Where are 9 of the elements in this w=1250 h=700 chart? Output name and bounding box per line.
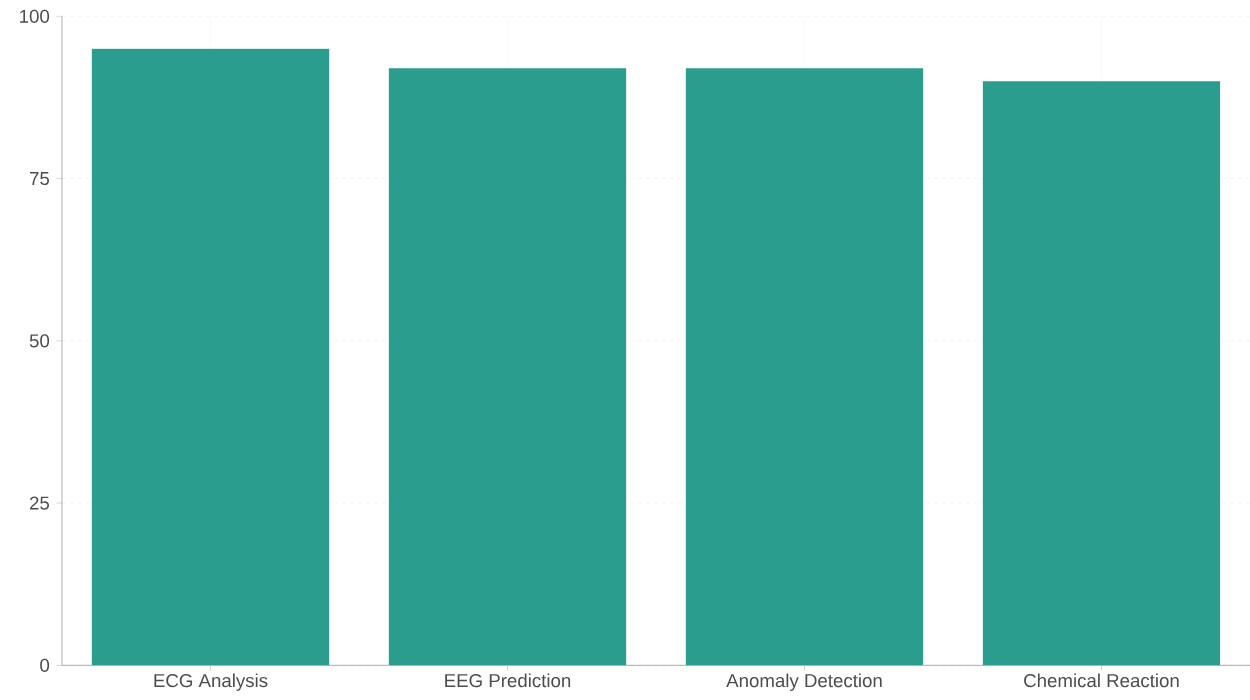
x-tick-label: EEG Prediction	[445, 673, 571, 688]
x-tick-label: Chemical Reaction	[1024, 673, 1179, 688]
x-tick-label: Anomaly Detection	[726, 673, 882, 691]
y-tick-label: 100	[20, 9, 50, 23]
y-tick-label: 75	[30, 172, 50, 186]
y-tick-label: 0	[40, 658, 50, 672]
x-tick-label: ECG Analysis	[154, 673, 268, 691]
y-tick-label: 25	[30, 496, 50, 510]
y-tick-label: 50	[29, 334, 50, 348]
